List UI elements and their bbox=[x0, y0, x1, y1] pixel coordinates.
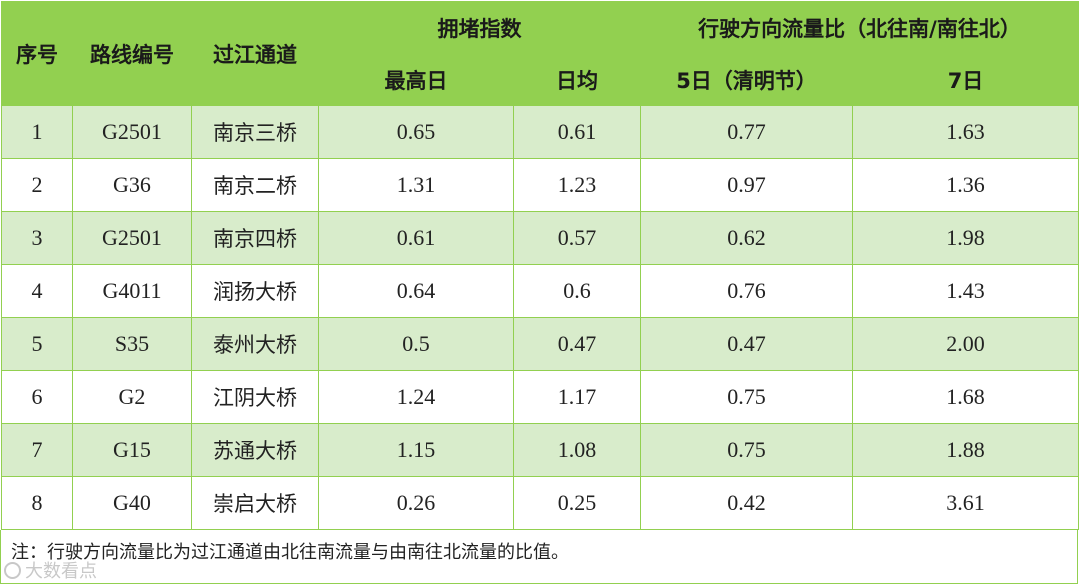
table-row: 8 G40 崇启大桥 0.26 0.25 0.42 3.61 bbox=[1, 476, 1080, 530]
table-row: 6 G2 江阴大桥 1.24 1.17 0.75 1.68 bbox=[1, 370, 1080, 424]
cell-seq: 6 bbox=[1, 370, 73, 424]
cell-congestion-peak: 0.65 bbox=[318, 105, 514, 159]
cell-crossing: 江阴大桥 bbox=[191, 370, 319, 424]
cell-seq: 8 bbox=[1, 476, 73, 530]
cell-flow-day5: 0.47 bbox=[640, 317, 853, 371]
table-row: 5 S35 泰州大桥 0.5 0.47 0.47 2.00 bbox=[1, 317, 1080, 371]
cell-congestion-avg: 0.6 bbox=[513, 264, 641, 318]
header-seq: 序号 bbox=[1, 1, 73, 106]
cell-seq: 7 bbox=[1, 423, 73, 477]
cell-congestion-avg: 0.47 bbox=[513, 317, 641, 371]
header-crossing: 过江通道 bbox=[191, 1, 319, 106]
cell-flow-day5: 0.75 bbox=[640, 370, 853, 424]
cell-congestion-peak: 1.24 bbox=[318, 370, 514, 424]
cell-route: S35 bbox=[72, 317, 192, 371]
traffic-table-container: 序号 路线编号 过江通道 拥堵指数 行驶方向流量比（北往南/南往北） 最高日 日… bbox=[1, 1, 1080, 530]
table-row: 7 G15 苏通大桥 1.15 1.08 0.75 1.88 bbox=[1, 423, 1080, 477]
cell-congestion-peak: 1.31 bbox=[318, 158, 514, 212]
cell-route: G36 bbox=[72, 158, 192, 212]
cell-congestion-peak: 0.61 bbox=[318, 211, 514, 265]
cell-flow-day5: 0.77 bbox=[640, 105, 853, 159]
cell-flow-day5: 0.76 bbox=[640, 264, 853, 318]
cell-crossing: 泰州大桥 bbox=[191, 317, 319, 371]
cell-congestion-peak: 0.5 bbox=[318, 317, 514, 371]
cell-route: G40 bbox=[72, 476, 192, 530]
cell-flow-day5: 0.42 bbox=[640, 476, 853, 530]
cell-seq: 3 bbox=[1, 211, 73, 265]
cell-flow-day7: 3.61 bbox=[851, 476, 1080, 530]
cell-crossing: 南京三桥 bbox=[191, 105, 319, 159]
cell-congestion-avg: 1.17 bbox=[513, 370, 641, 424]
cell-congestion-avg: 1.08 bbox=[513, 423, 641, 477]
watermark-text: 大数看点 bbox=[25, 561, 97, 582]
header-flow-ratio: 行驶方向流量比（北往南/南往北） bbox=[639, 1, 1080, 54]
cell-flow-day7: 1.98 bbox=[851, 211, 1080, 265]
header-congestion-peak: 最高日 bbox=[318, 53, 514, 106]
cell-flow-day7: 1.43 bbox=[851, 264, 1080, 318]
cell-flow-day7: 1.88 bbox=[851, 423, 1080, 477]
cell-congestion-avg: 1.23 bbox=[513, 158, 641, 212]
cell-crossing: 崇启大桥 bbox=[191, 476, 319, 530]
cell-flow-day7: 1.36 bbox=[851, 158, 1080, 212]
cell-route: G4011 bbox=[72, 264, 192, 318]
table-row: 1 G2501 南京三桥 0.65 0.61 0.77 1.63 bbox=[1, 105, 1080, 159]
header-flow-day5: 5日（清明节） bbox=[640, 53, 853, 106]
table-row: 3 G2501 南京四桥 0.61 0.57 0.62 1.98 bbox=[1, 211, 1080, 265]
cell-crossing: 南京二桥 bbox=[191, 158, 319, 212]
header-route: 路线编号 bbox=[72, 1, 192, 106]
watermark-logo-icon bbox=[4, 562, 21, 579]
table-row: 4 G4011 润扬大桥 0.64 0.6 0.76 1.43 bbox=[1, 264, 1080, 318]
cell-congestion-avg: 0.61 bbox=[513, 105, 641, 159]
cell-seq: 5 bbox=[1, 317, 73, 371]
cell-flow-day5: 0.97 bbox=[640, 158, 853, 212]
cell-route: G15 bbox=[72, 423, 192, 477]
cell-congestion-peak: 1.15 bbox=[318, 423, 514, 477]
header-congestion: 拥堵指数 bbox=[318, 1, 641, 54]
cell-seq: 1 bbox=[1, 105, 73, 159]
bridge-traffic-table: 序号 路线编号 过江通道 拥堵指数 行驶方向流量比（北往南/南往北） 最高日 日… bbox=[1, 1, 1080, 530]
cell-seq: 4 bbox=[1, 264, 73, 318]
cell-route: G2501 bbox=[72, 105, 192, 159]
table-row: 2 G36 南京二桥 1.31 1.23 0.97 1.36 bbox=[1, 158, 1080, 212]
cell-crossing: 南京四桥 bbox=[191, 211, 319, 265]
watermark: 大数看点 bbox=[4, 557, 97, 583]
table-footnote: 注：行驶方向流量比为过江通道由北往南流量与由南往北流量的比值。 bbox=[0, 530, 1078, 584]
cell-congestion-peak: 0.64 bbox=[318, 264, 514, 318]
cell-seq: 2 bbox=[1, 158, 73, 212]
cell-route: G2501 bbox=[72, 211, 192, 265]
cell-flow-day5: 0.62 bbox=[640, 211, 853, 265]
cell-route: G2 bbox=[72, 370, 192, 424]
cell-flow-day5: 0.75 bbox=[640, 423, 853, 477]
cell-flow-day7: 1.68 bbox=[851, 370, 1080, 424]
cell-congestion-avg: 0.25 bbox=[513, 476, 641, 530]
cell-congestion-peak: 0.26 bbox=[318, 476, 514, 530]
header-congestion-avg: 日均 bbox=[513, 53, 641, 106]
cell-crossing: 润扬大桥 bbox=[191, 264, 319, 318]
cell-flow-day7: 2.00 bbox=[851, 317, 1080, 371]
cell-congestion-avg: 0.57 bbox=[513, 211, 641, 265]
cell-flow-day7: 1.63 bbox=[851, 105, 1080, 159]
cell-crossing: 苏通大桥 bbox=[191, 423, 319, 477]
header-flow-day7: 7日 bbox=[851, 53, 1080, 106]
